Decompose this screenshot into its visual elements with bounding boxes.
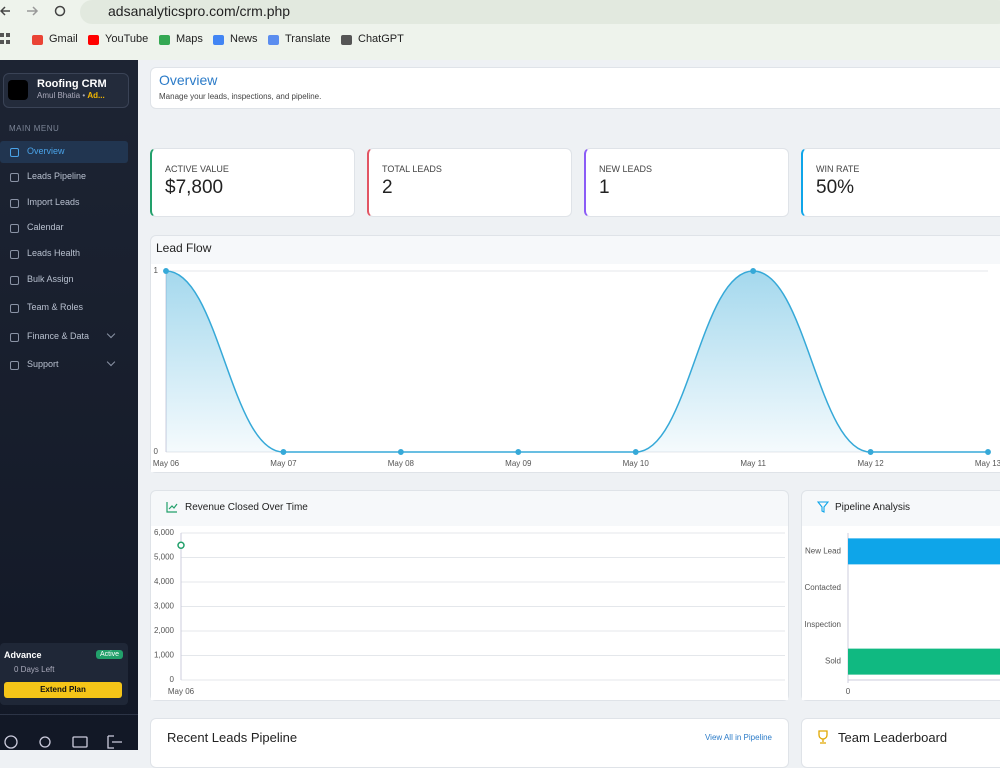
menu-item[interactable]: Bulk Assign <box>27 274 74 284</box>
bookmark-icon <box>268 35 279 45</box>
header-card <box>150 67 1000 109</box>
menu-item[interactable]: Import Leads <box>27 197 80 207</box>
panel-title: Revenue Closed Over Time <box>185 502 308 513</box>
bookmark[interactable]: Gmail <box>49 33 78 45</box>
menu-icon <box>10 276 19 285</box>
menu-item[interactable]: Calendar <box>27 222 64 232</box>
menu-title: MAIN MENU <box>9 124 60 133</box>
bookmark[interactable]: ChatGPT <box>358 33 404 45</box>
user-line: Amul Bhatia • Ad... <box>37 91 105 100</box>
bookmark[interactable]: YouTube <box>105 33 149 45</box>
pipeline-icon <box>817 501 829 513</box>
bookmark[interactable]: News <box>230 33 258 45</box>
kpi-label: NEW LEADS <box>599 164 653 174</box>
kpi-value: 2 <box>382 177 393 198</box>
user-role: Ad... <box>87 91 105 100</box>
kpi-card <box>584 148 789 217</box>
lead-flow-plot-bg <box>151 264 1000 472</box>
menu-item[interactable]: Support <box>27 359 59 369</box>
menu-icon <box>10 224 19 233</box>
user-name: Amul Bhatia • <box>37 91 86 100</box>
recent-title: Recent Leads Pipeline <box>167 730 298 745</box>
kpi-value: $7,800 <box>165 177 224 198</box>
menu-item[interactable]: Overview <box>27 146 65 156</box>
kpi-card <box>801 148 1000 217</box>
menu-icon <box>10 304 19 313</box>
menu-item[interactable]: Finance & Data <box>27 331 90 341</box>
bookmark-icon <box>341 35 352 45</box>
plan-status: Active <box>96 650 124 659</box>
bookmark-icon <box>88 35 99 45</box>
menu-item[interactable]: Leads Health <box>27 248 81 258</box>
revenue-icon <box>166 502 178 513</box>
menu-item[interactable]: Team & Roles <box>27 302 84 312</box>
panel-title: Pipeline Analysis <box>835 502 911 513</box>
menu-icon <box>10 361 19 370</box>
page-subtitle: Manage your leads, inspections, and pipe… <box>159 92 322 101</box>
pipeline-plot-bg <box>802 526 1000 700</box>
plan-name: Advance <box>4 650 42 660</box>
menu-icon <box>10 148 19 157</box>
leaderboard-title: Team Leaderboard <box>838 730 948 745</box>
menu-icon <box>10 333 19 342</box>
kpi-card <box>150 148 355 217</box>
kpi-label: ACTIVE VALUE <box>165 164 229 174</box>
menu-icon <box>10 250 19 259</box>
app-name: Roofing CRM <box>37 78 107 90</box>
kpi-value: 50% <box>816 177 855 198</box>
bookmark-icon <box>32 35 43 45</box>
plan-button[interactable]: Extend Plan <box>4 682 122 698</box>
sidebar <box>0 60 138 750</box>
bookmark-icon <box>159 35 170 45</box>
sidebar-divider <box>0 714 138 715</box>
brand-logo <box>8 80 28 100</box>
panel-title: Lead Flow <box>156 241 212 255</box>
menu-icon <box>10 173 19 182</box>
bookmark[interactable]: Maps <box>176 33 203 45</box>
page-title: Overview <box>159 72 218 88</box>
recent-link[interactable]: View All in Pipeline <box>704 733 772 742</box>
trophy-icon <box>818 730 828 744</box>
sidebar-footer-icons <box>4 735 122 749</box>
url-box[interactable] <box>80 0 1000 24</box>
kpi-label: WIN RATE <box>816 164 860 174</box>
kpi-label: TOTAL LEADS <box>382 164 442 174</box>
bookmark-icon <box>213 35 224 45</box>
revenue-plot-bg <box>151 526 788 700</box>
nav-icons <box>0 5 66 44</box>
menu-item[interactable]: Leads Pipeline <box>27 171 87 181</box>
url[interactable]: adsanalyticspro.com/crm.php <box>108 3 291 19</box>
kpi-value: 1 <box>599 177 610 198</box>
menu-icon <box>10 199 19 208</box>
kpi-card <box>367 148 572 217</box>
bookmark[interactable]: Translate <box>285 33 331 45</box>
plan-days: 0 Days Left <box>14 665 55 674</box>
menu-active-bg <box>0 141 128 163</box>
